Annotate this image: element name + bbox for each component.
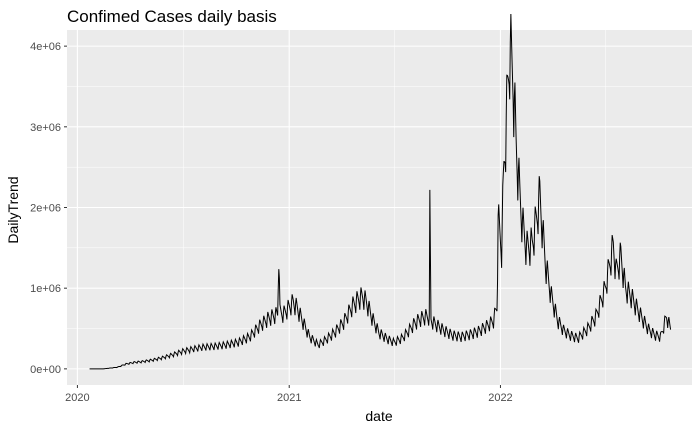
y-axis-title: DailyTrend <box>5 176 21 243</box>
y-tick-label: 1e+06 <box>30 283 61 295</box>
grid-major <box>67 30 692 385</box>
y-axis: 0e+00 1e+06 2e+06 3e+06 4e+06 <box>30 41 67 376</box>
x-axis-title: date <box>365 408 392 424</box>
x-tick-label: 2021 <box>277 392 301 404</box>
y-tick-label: 3e+06 <box>30 122 61 134</box>
y-tick-label: 0e+00 <box>30 364 61 376</box>
chart-title: Confimed Cases daily basis <box>67 7 277 26</box>
x-tick-label: 2022 <box>488 392 512 404</box>
x-axis: 2020 2021 2022 <box>65 385 513 404</box>
x-tick-label: 2020 <box>65 392 89 404</box>
y-tick-label: 4e+06 <box>30 41 61 53</box>
y-tick-label: 2e+06 <box>30 203 61 215</box>
series-line <box>89 13 672 370</box>
